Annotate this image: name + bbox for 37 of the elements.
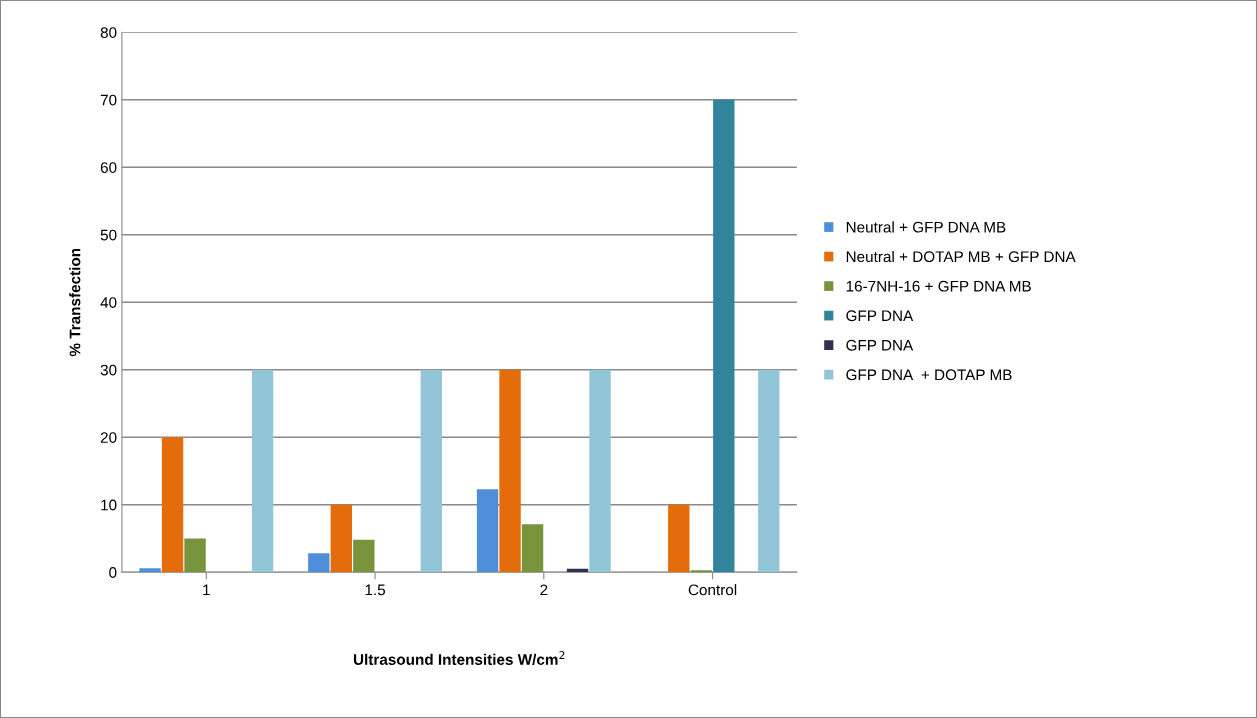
y-tick-label: 10 <box>101 499 117 511</box>
legend-label: 16-7NH-16 + GFP DNA MB <box>846 280 1031 292</box>
y-tick-label: 50 <box>100 229 117 241</box>
y-tick-label: 30 <box>100 364 117 376</box>
bar <box>308 553 330 573</box>
bar <box>184 538 206 573</box>
bar <box>758 369 780 573</box>
bar <box>251 369 274 573</box>
bar <box>668 504 690 573</box>
bar <box>476 489 499 573</box>
legend-label: Neutral + DOTAP MB + GFP DNA <box>846 250 1076 263</box>
y-tick-label: 0 <box>109 567 117 578</box>
legend-label: GFP DNA + DOTAP MB <box>846 369 1012 381</box>
bar <box>330 504 352 573</box>
y-axis-title: % Transfection <box>69 248 81 357</box>
bar <box>420 369 442 573</box>
x-tick-label: 2 <box>540 584 548 596</box>
bar <box>690 570 712 573</box>
y-tick-label: 20 <box>100 432 117 443</box>
x-tick-label: 1 <box>203 584 210 596</box>
bar <box>353 539 375 573</box>
bar <box>713 99 735 573</box>
y-tick-label: 60 <box>100 162 117 173</box>
bar <box>139 568 161 573</box>
x-tick-label: 1.5 <box>365 584 386 596</box>
legend-label: Neutral + GFP DNA MB <box>846 221 1006 233</box>
y-tick-label: 70 <box>100 94 117 106</box>
bar <box>589 369 611 573</box>
legend-label: GFP DNA <box>846 310 914 322</box>
bar <box>521 524 544 573</box>
y-tick-label: 40 <box>100 297 117 308</box>
x-axis-title: Ultrasound Intensities W/cm$^{2}$ <box>353 651 565 666</box>
bar <box>499 369 521 573</box>
x-tick-label: Control <box>688 584 737 596</box>
legend-label: GFP DNA <box>846 339 914 351</box>
y-tick-label: 80 <box>100 27 117 38</box>
bar <box>161 437 184 573</box>
